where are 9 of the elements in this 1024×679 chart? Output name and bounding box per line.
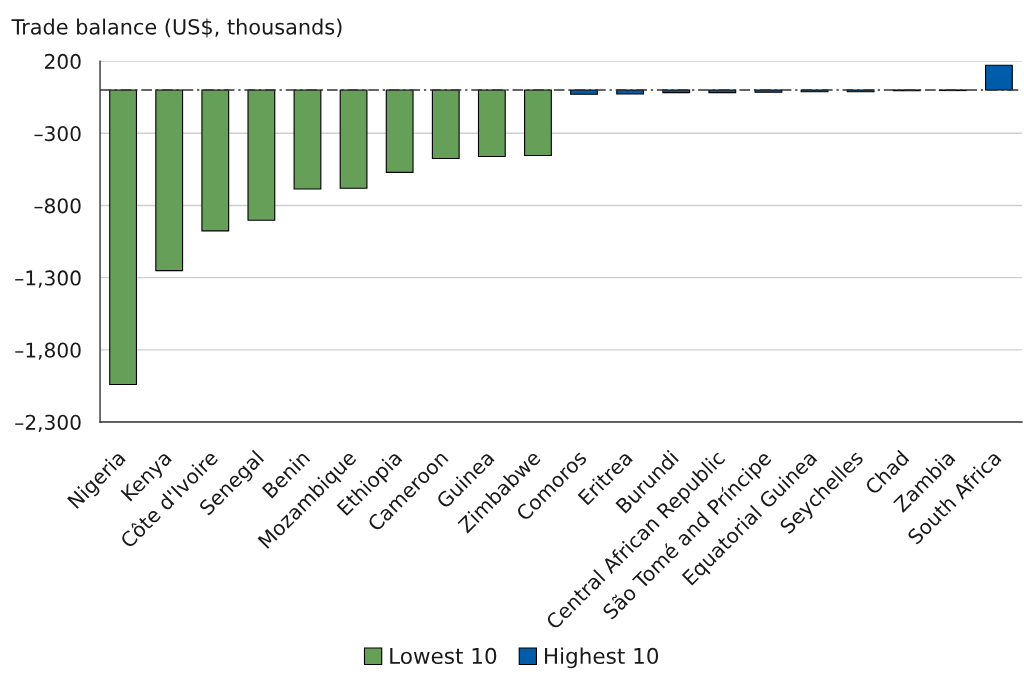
y-tick-label: 200 bbox=[45, 53, 81, 70]
legend-label: Lowest 10 bbox=[390, 647, 497, 665]
y-tick-label: –300 bbox=[34, 125, 81, 142]
legend-label: Highest 10 bbox=[545, 647, 659, 669]
y-axis-title: Trade balance (US$, thousands) bbox=[11, 18, 342, 38]
y-tick-label: –2,300 bbox=[15, 414, 81, 432]
y-tick-label: –800 bbox=[34, 198, 81, 214]
y-tick-label: –1,300 bbox=[15, 270, 81, 288]
y-tick-label: –1,800 bbox=[15, 342, 81, 360]
